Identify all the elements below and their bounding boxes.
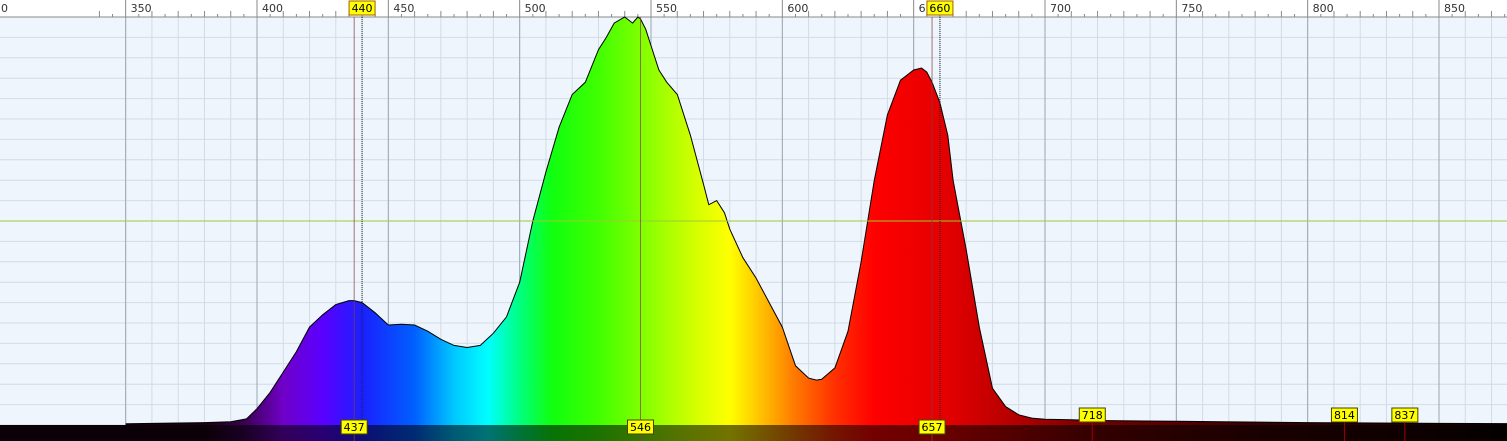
x-tick-label-850: 850 bbox=[1444, 2, 1465, 15]
bottom-marker-label: 546 bbox=[630, 421, 651, 434]
x-tick-label-750: 750 bbox=[1181, 2, 1202, 15]
top-marker-label: 660 bbox=[929, 2, 950, 15]
x-tick-label-700: 700 bbox=[1050, 2, 1071, 15]
x-tick-label-550: 550 bbox=[656, 2, 677, 15]
bottom-markers[interactable]: 437 546 657 718 814 837 bbox=[340, 407, 1419, 435]
top-axis-ticks bbox=[0, 0, 1507, 18]
top-axis-bar bbox=[0, 0, 1507, 17]
x-tick-label-400: 400 bbox=[262, 2, 283, 15]
x-tick-label-500: 500 bbox=[525, 2, 546, 15]
bottom-marker-label: 437 bbox=[344, 421, 365, 434]
bottom-marker-437[interactable]: 437 bbox=[340, 419, 368, 435]
x-tick-label-800: 800 bbox=[1313, 2, 1334, 15]
bottom-marker-814[interactable]: 814 bbox=[1330, 407, 1358, 423]
bottom-marker-label: 837 bbox=[1394, 409, 1415, 422]
x-axis-start-label: 0 bbox=[1, 2, 8, 15]
top-markers[interactable]: 440 660 bbox=[348, 0, 954, 16]
top-marker-660[interactable]: 660 bbox=[926, 0, 954, 16]
x-tick-labels: 350400450500550600650700750800850 bbox=[131, 2, 1465, 15]
bottom-marker-label: 718 bbox=[1082, 409, 1103, 422]
baseline-shade bbox=[0, 425, 1507, 441]
top-marker-label: 440 bbox=[352, 2, 373, 15]
bottom-marker-837[interactable]: 837 bbox=[1391, 407, 1419, 423]
marker-lines bbox=[353, 17, 1406, 441]
x-tick-label-450: 450 bbox=[393, 2, 414, 15]
top-marker-440[interactable]: 440 bbox=[348, 0, 376, 16]
bottom-marker-718[interactable]: 718 bbox=[1078, 407, 1106, 423]
bottom-marker-657[interactable]: 657 bbox=[918, 419, 946, 435]
x-tick-label-600: 600 bbox=[787, 2, 808, 15]
bottom-marker-label: 657 bbox=[922, 421, 943, 434]
bottom-marker-label: 814 bbox=[1334, 409, 1355, 422]
bottom-marker-546[interactable]: 546 bbox=[626, 419, 654, 435]
x-tick-label-350: 350 bbox=[131, 2, 152, 15]
